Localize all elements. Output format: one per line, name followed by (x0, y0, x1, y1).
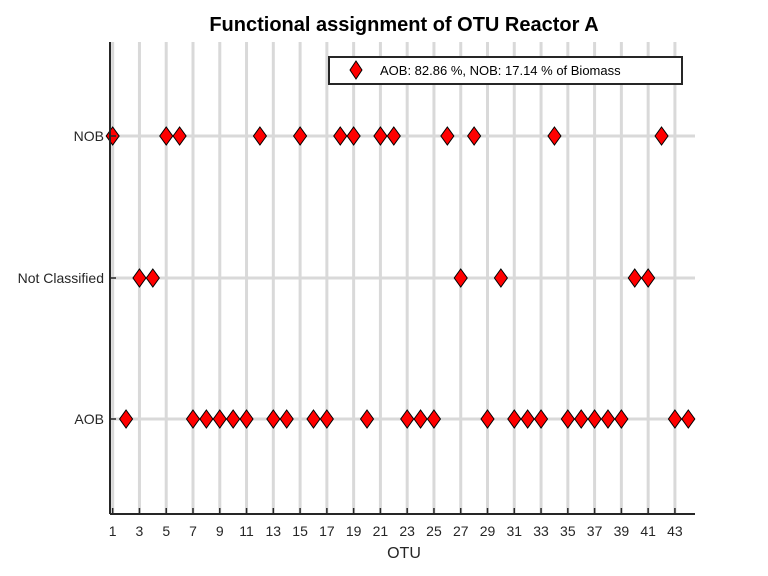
data-point (266, 409, 281, 429)
x-tick-label: 33 (533, 523, 549, 539)
x-tick-label: 25 (426, 523, 442, 539)
data-point (346, 126, 361, 146)
data-point (172, 126, 187, 146)
x-tick-label: 15 (292, 523, 308, 539)
x-ticks: 1 3 5 7 9 11 13 15 17 19 21 23 25 27 29 31 33 35 37 39 41 43 (109, 508, 683, 539)
data-point (574, 409, 589, 429)
data-point (560, 409, 575, 429)
data-point (306, 409, 321, 429)
x-tick-label: 27 (453, 523, 469, 539)
x-axis-label: OTU (387, 545, 421, 562)
data-point (520, 409, 535, 429)
x-tick-label: 43 (667, 523, 683, 539)
data-point (440, 126, 455, 146)
y-tick-label: AOB (74, 411, 104, 427)
data-point (667, 409, 683, 429)
x-tick-label: 1 (109, 523, 117, 539)
x-tick-label: 41 (640, 523, 656, 539)
x-tick-label: 23 (399, 523, 415, 539)
x-tick-label: 35 (560, 523, 576, 539)
legend-label: AOB: 82.86 %, NOB: 17.14 % of Biomass (380, 63, 621, 78)
data-point (239, 409, 254, 429)
legend-box (328, 56, 683, 85)
data-point (132, 268, 147, 288)
x-tick-label: 29 (480, 523, 496, 539)
data-point (359, 409, 375, 429)
data-point (279, 409, 294, 429)
data-point (453, 268, 468, 288)
data-point (614, 409, 629, 429)
data-point (400, 409, 415, 429)
data-point (587, 409, 602, 429)
data-point (333, 126, 348, 146)
x-tick-label: 13 (266, 523, 282, 539)
x-tick-label: 37 (587, 523, 603, 539)
x-tick-label: 7 (189, 523, 197, 539)
x-tick-label: 31 (506, 523, 522, 539)
x-tick-label: 11 (239, 523, 254, 539)
data-point (386, 126, 401, 146)
data-point (373, 126, 388, 146)
y-tick-label: Not Classified (18, 270, 104, 286)
x-tick-label: 17 (319, 523, 335, 539)
grid (110, 42, 695, 514)
data-point (627, 268, 642, 288)
data-point (493, 268, 509, 288)
data-point (426, 409, 442, 429)
data-point (600, 409, 616, 429)
data-point (319, 409, 334, 429)
data-point (226, 409, 241, 429)
legend: AOB: 82.86 %, NOB: 17.14 % of Biomass (328, 56, 683, 85)
y-ticks: AOB Not Classified NOB (18, 128, 116, 427)
data-point (212, 409, 227, 429)
chart-title: Functional assignment of OTU Reactor A (209, 14, 598, 36)
data-point (533, 409, 549, 429)
data-point (145, 268, 160, 288)
data-point (681, 409, 696, 429)
x-tick-label: 21 (373, 523, 389, 539)
legend-marker (349, 60, 363, 80)
data-point (159, 126, 174, 146)
data-point (467, 126, 482, 146)
x-tick-label: 39 (614, 523, 630, 539)
data-point (413, 409, 428, 429)
data-point (547, 126, 562, 146)
data-point (292, 126, 308, 146)
x-tick-label: 5 (162, 523, 170, 539)
x-tick-label: 19 (346, 523, 362, 539)
y-tick-label: NOB (74, 128, 104, 144)
x-tick-label: 3 (136, 523, 144, 539)
data-point (507, 409, 522, 429)
data-point (641, 268, 656, 288)
data-point (118, 409, 134, 429)
data-point (252, 126, 268, 146)
data-point (480, 409, 495, 429)
data-point (654, 126, 669, 146)
x-tick-label: 9 (216, 523, 224, 539)
data-point (199, 409, 214, 429)
data-points (105, 126, 696, 429)
data-point (185, 409, 201, 429)
